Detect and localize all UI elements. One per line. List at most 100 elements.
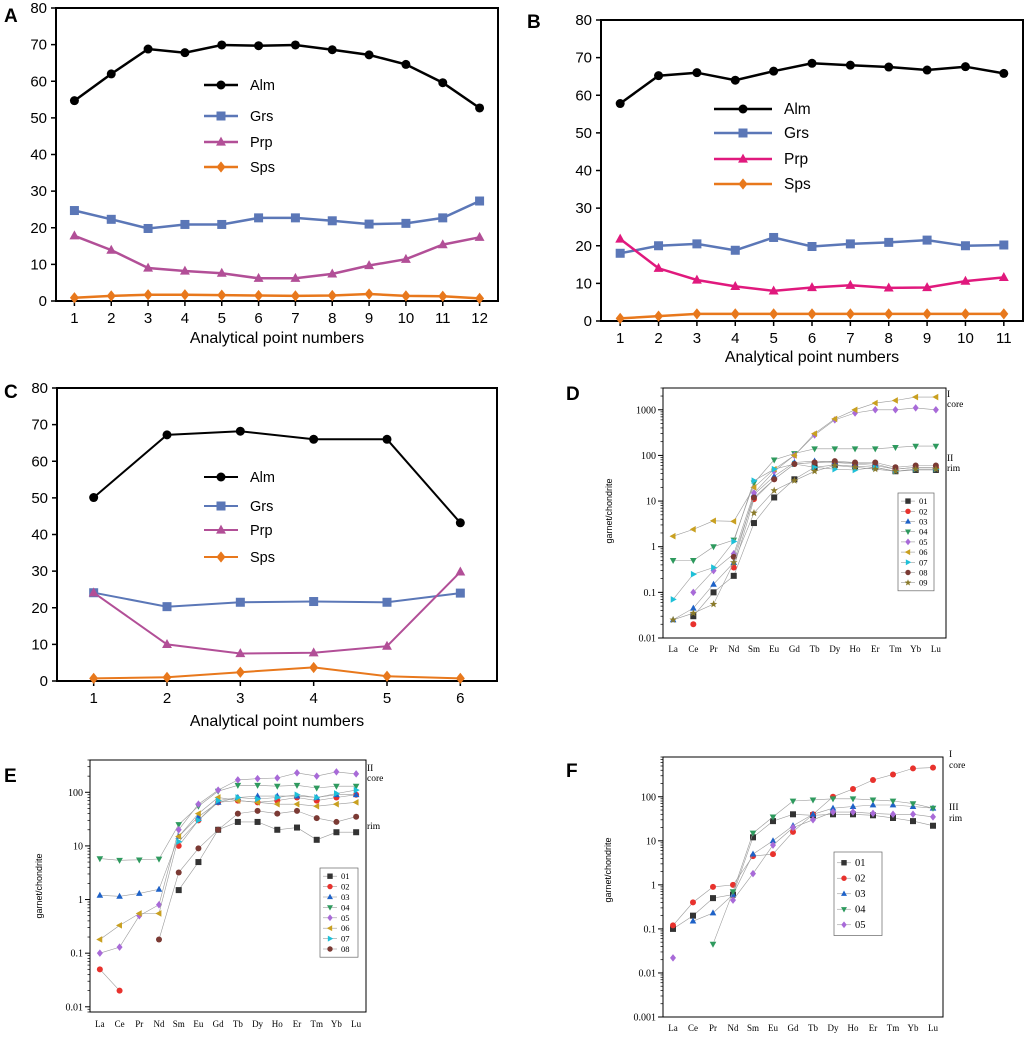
data-point — [750, 869, 756, 878]
data-point — [135, 910, 142, 917]
data-point — [890, 810, 896, 819]
y-tick-label: 60 — [31, 453, 48, 470]
x-category-label: Ce — [688, 1023, 698, 1033]
x-category-label: Lu — [351, 1019, 361, 1029]
data-point — [960, 62, 970, 72]
series-04 — [709, 796, 937, 948]
data-point — [89, 672, 99, 685]
data-point — [88, 587, 99, 597]
data-point — [730, 572, 737, 579]
data-point — [235, 426, 245, 436]
data-point — [870, 809, 876, 818]
series-line — [178, 821, 357, 891]
data-point — [162, 430, 172, 440]
series-line — [178, 789, 357, 842]
data-point — [116, 987, 123, 994]
data-point — [309, 434, 319, 444]
data-point — [254, 289, 264, 302]
data-point — [884, 62, 894, 72]
series-line — [178, 794, 357, 847]
series-02 — [670, 764, 936, 929]
series-line — [99, 784, 357, 861]
data-point — [810, 467, 819, 475]
data-point — [96, 966, 103, 973]
series-line — [74, 292, 480, 300]
data-point — [273, 800, 280, 808]
data-point — [309, 597, 319, 607]
data-point — [690, 570, 697, 578]
data-point — [274, 810, 281, 817]
data-point — [180, 48, 190, 58]
y-tick-label: 80 — [31, 380, 48, 397]
x-tick-label: 5 — [383, 690, 391, 707]
series-line — [672, 460, 936, 621]
data-point — [274, 794, 281, 801]
data-point — [96, 949, 103, 957]
data-point — [273, 783, 281, 790]
data-point — [960, 241, 970, 251]
data-point — [831, 458, 838, 465]
data-point — [313, 836, 320, 843]
legend-box — [319, 867, 359, 958]
x-category-label: Gd — [788, 1023, 799, 1033]
series-prp — [88, 566, 466, 658]
y-tick-label: 100 — [641, 451, 656, 462]
x-tick-label: 2 — [163, 690, 171, 707]
legend-label: 08 — [341, 944, 350, 954]
data-point — [215, 826, 222, 833]
series-line — [93, 571, 462, 655]
legend-marker — [327, 873, 333, 879]
data-point — [670, 596, 677, 603]
y-tick-label: 60 — [575, 87, 592, 104]
panel-label-e: E — [4, 766, 17, 787]
data-point — [254, 818, 261, 825]
data-point — [849, 802, 857, 809]
data-point — [234, 818, 241, 825]
data-point — [253, 799, 260, 806]
data-point — [929, 805, 937, 812]
data-point — [709, 517, 716, 525]
annotation-label: core — [947, 400, 963, 410]
legend-label: 03 — [919, 517, 928, 527]
data-point — [116, 943, 123, 951]
data-point — [884, 308, 894, 320]
data-point — [294, 824, 300, 831]
data-point — [709, 909, 717, 916]
data-point — [155, 885, 163, 892]
data-point — [143, 223, 153, 233]
data-point — [930, 822, 936, 829]
data-point — [195, 845, 202, 852]
data-point — [314, 794, 321, 801]
data-point — [912, 393, 919, 401]
x-category-label: La — [668, 644, 678, 654]
data-point — [382, 597, 392, 607]
data-point — [829, 804, 837, 811]
legend-label: Prp — [250, 135, 273, 151]
data-point — [730, 896, 736, 904]
legend-marker — [326, 925, 333, 932]
data-point — [475, 103, 485, 113]
y-tick-label: 0.01 — [66, 1002, 84, 1013]
data-point — [922, 308, 932, 320]
data-point — [400, 253, 411, 263]
data-point — [615, 312, 625, 324]
legend-label: 02 — [919, 506, 928, 516]
data-point — [999, 240, 1009, 250]
chart-panel-d: 0.01 0.1 1 10 100 1000 La Ce Pr Nd Sm Eu Gd Tb Dy Ho Er T… — [604, 387, 963, 654]
data-point — [175, 826, 182, 834]
x-tick-label: 11 — [996, 330, 1012, 347]
legend-label: 04 — [855, 904, 866, 915]
x-axis-label: Analytical point numbers — [190, 713, 364, 730]
data-point — [156, 936, 162, 943]
plot-frame — [55, 7, 499, 302]
series-line — [99, 794, 357, 897]
data-point — [910, 765, 916, 772]
x-tick-label: 9 — [923, 330, 931, 347]
y-tick-label: 30 — [30, 183, 47, 200]
data-point — [807, 242, 817, 252]
data-point — [195, 859, 202, 866]
annotation-label: II — [947, 454, 953, 464]
x-category-label: Dy — [252, 1019, 263, 1029]
data-point — [106, 290, 116, 302]
